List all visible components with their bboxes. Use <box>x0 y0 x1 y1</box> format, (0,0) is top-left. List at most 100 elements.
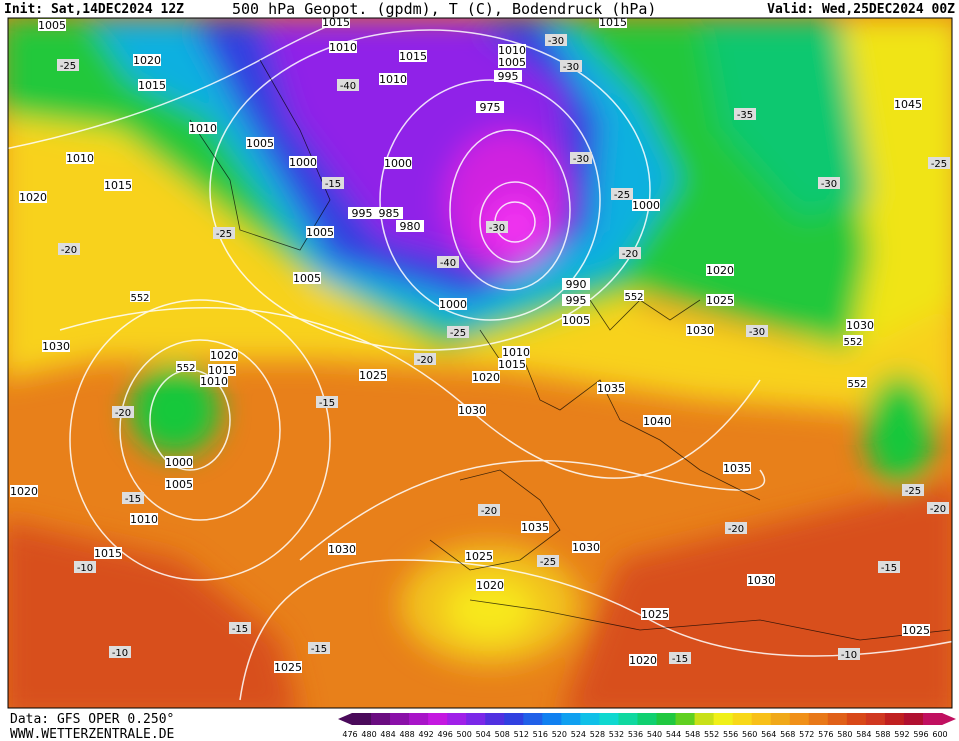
pressure-label: 1025 <box>359 369 387 382</box>
colorbar-label: 520 <box>552 730 567 739</box>
label-bg <box>439 298 467 310</box>
colorbar-label: 564 <box>761 730 776 739</box>
label-bg <box>706 264 734 276</box>
label-bg <box>200 375 228 387</box>
pressure-label: 1020 <box>476 579 504 592</box>
label-bg <box>379 73 407 85</box>
colorbar-cell <box>903 713 924 725</box>
label-bg <box>478 504 500 516</box>
label-bg <box>521 521 549 533</box>
colorbar-cell <box>352 713 372 725</box>
colorbar-label: 584 <box>856 730 871 739</box>
label-bg <box>104 179 132 191</box>
colorbar-cell <box>504 713 524 725</box>
temperature-label: -20 <box>481 506 497 517</box>
pressure-label: 1015 <box>322 16 350 29</box>
colorbar-label: 528 <box>590 730 605 739</box>
colorbar-cell <box>409 713 429 725</box>
colorbar-cell <box>770 713 791 725</box>
colorbar-cell <box>846 713 867 725</box>
colorbar-label: 532 <box>609 730 624 739</box>
label-bg <box>165 478 193 490</box>
label-bg <box>10 485 38 497</box>
label-bg <box>322 18 350 28</box>
temperature-label: -20 <box>61 245 77 256</box>
colorbar-label: 580 <box>837 730 852 739</box>
pressure-label: 1020 <box>210 349 238 362</box>
label-bg <box>316 396 338 408</box>
label-bg <box>130 513 158 525</box>
height-label: 552 <box>843 337 862 348</box>
temperature-label: -15 <box>125 494 141 505</box>
colorbar-label: 496 <box>438 730 453 739</box>
label-bg <box>289 156 317 168</box>
colorbar-cell <box>808 713 829 725</box>
colorbar-label: 536 <box>628 730 643 739</box>
init-time: Init: Sat,14DEC2024 12Z <box>4 2 184 17</box>
temperature-label: -20 <box>728 524 744 535</box>
temperature-label: -25 <box>905 486 921 497</box>
temperature-label: -40 <box>440 258 456 269</box>
pressure-label: 1010 <box>189 122 217 135</box>
pressure-label: 1005 <box>498 56 526 69</box>
temperature-label: -15 <box>232 624 248 635</box>
pressure-label: 975 <box>480 101 501 114</box>
label-bg <box>122 492 144 504</box>
pressure-label: 1020 <box>706 264 734 277</box>
pressure-label: 1015 <box>94 547 122 560</box>
colorbar-cell <box>637 713 658 725</box>
label-bg <box>306 226 334 238</box>
label-bg <box>213 227 235 239</box>
label-bg <box>902 624 930 636</box>
pressure-label: 980 <box>400 220 421 233</box>
colorbar-cell <box>466 713 486 725</box>
label-bg <box>229 622 251 634</box>
label-bg <box>599 18 627 28</box>
label-bg <box>337 79 359 91</box>
label-bg <box>414 353 436 365</box>
pressure-label: 1030 <box>686 324 714 337</box>
pressure-label: 1030 <box>458 404 486 417</box>
pressure-label: 1010 <box>130 513 158 526</box>
colorbar-cell <box>580 713 600 725</box>
colorbar-label: 600 <box>932 730 947 739</box>
pressure-label: 1000 <box>384 157 412 170</box>
pressure-label: 1030 <box>328 543 356 556</box>
temperature-label: -25 <box>60 61 76 72</box>
pressure-label: 1030 <box>572 541 600 554</box>
label-bg <box>458 404 486 416</box>
pressure-label: 1010 <box>200 375 228 388</box>
colorbar-label: 572 <box>799 730 814 739</box>
pressure-label: 1025 <box>641 608 669 621</box>
colorbar-label: 592 <box>894 730 909 739</box>
pressure-label: 1005 <box>293 272 321 285</box>
label-bg <box>274 661 302 673</box>
label-bg <box>597 382 625 394</box>
temperature-label: -20 <box>930 504 946 515</box>
colorbar-label: 548 <box>685 730 700 739</box>
colorbar-label: 560 <box>742 730 757 739</box>
label-bg <box>465 550 493 562</box>
pressure-label: 1035 <box>723 462 751 475</box>
label-bg <box>329 41 357 53</box>
pressure-label: 985 <box>379 207 400 220</box>
colorbar-label: 552 <box>704 730 719 739</box>
label-bg <box>725 522 747 534</box>
pressure-label: 1010 <box>329 41 357 54</box>
pressure-label: 995 <box>498 70 519 83</box>
data-source: Data: GFS OPER 0.250° <box>10 712 174 727</box>
pressure-label: 1015 <box>599 16 627 29</box>
colorbar-label: 588 <box>875 730 890 739</box>
colorbar-label: 492 <box>418 730 433 739</box>
colorbar-label: 512 <box>514 730 529 739</box>
label-bg <box>669 652 691 664</box>
label-bg <box>94 547 122 559</box>
label-bg <box>838 648 860 660</box>
temperature-label: -30 <box>489 223 505 234</box>
pressure-label: 1010 <box>502 346 530 359</box>
colorbar-label: 480 <box>361 730 376 739</box>
label-bg <box>138 79 166 91</box>
label-bg <box>176 361 196 372</box>
colorbar-cell <box>542 713 562 725</box>
colorbar-cell <box>599 713 619 725</box>
